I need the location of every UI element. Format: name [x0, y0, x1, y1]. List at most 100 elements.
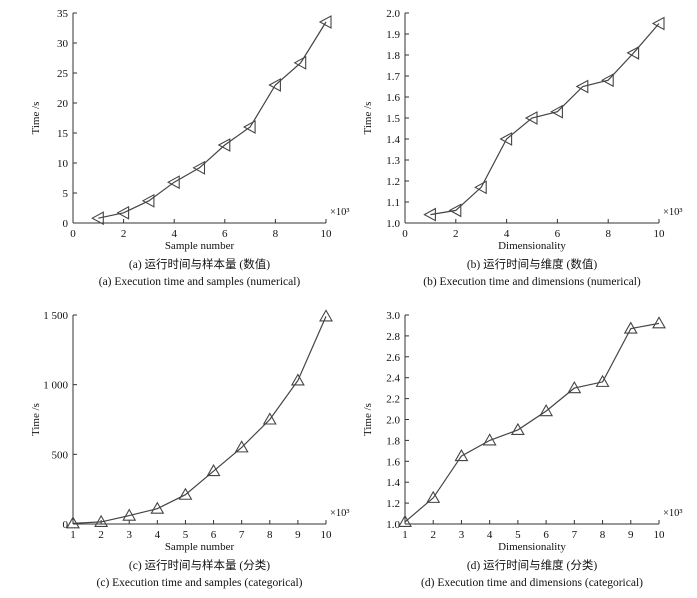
y-tick-label: 1.3	[386, 155, 400, 167]
y-tick-label: 1.8	[386, 50, 400, 62]
y-tick-label: 1.7	[386, 71, 400, 83]
y-tick-label: 2.6	[386, 352, 400, 364]
x-tick-label: 10	[321, 529, 333, 541]
data-point-marker	[268, 78, 281, 92]
y-tick-label: 5	[63, 188, 69, 200]
x-axis-label: Sample number	[165, 541, 235, 553]
x-tick-label: 2	[98, 529, 104, 541]
series-line	[404, 322, 660, 523]
caption-english: (d) Execution time and dimensions (categ…	[421, 577, 643, 589]
data-point-marker	[178, 487, 193, 500]
y-tick-label: 2.2	[386, 394, 400, 406]
x-tick-label: 2	[121, 228, 127, 240]
data-point-marker	[91, 211, 104, 226]
caption-chinese: (d) 运行时间与维度 (分类)	[467, 558, 597, 572]
x-tick-label: 4	[487, 529, 493, 541]
chart-panel-d: 1 2 3 4 5 6 7 8 9 10 1.0 1.2 1.4 1.6 1.8 2.0 2.2 2.4 2.6 2.…	[362, 310, 683, 589]
x-axis-label: Sample number	[165, 240, 235, 252]
data-point-marker	[262, 412, 277, 425]
data-point-marker	[122, 508, 137, 521]
data-point-marker	[242, 120, 256, 134]
data-point-marker	[575, 79, 589, 94]
y-tick-label: 1 500	[43, 310, 68, 322]
series-line	[430, 23, 660, 216]
data-point-marker	[141, 193, 155, 208]
x-multiplier-label: ×10³	[663, 508, 683, 519]
x-tick-label: 1	[70, 529, 76, 541]
x-tick-label: 8	[267, 529, 273, 541]
data-point-marker	[293, 55, 307, 70]
data-point-marker	[318, 15, 332, 29]
data-point-marker	[217, 138, 231, 152]
data-point-marker	[510, 422, 525, 436]
y-tick-label: 1.4	[386, 477, 400, 489]
series-line	[72, 316, 327, 524]
y-tick-label: 1.2	[386, 498, 400, 510]
series-line	[98, 21, 327, 219]
data-point-marker	[626, 45, 640, 60]
y-tick-label: 0	[63, 519, 69, 531]
x-tick-label: 4	[155, 529, 161, 541]
x-tick-label: 10	[654, 529, 666, 541]
data-point-marker	[167, 175, 180, 190]
x-tick-label: 4	[504, 228, 510, 240]
y-tick-label: 1 000	[43, 380, 68, 392]
caption-chinese: (a) 运行时间与样本量 (数值)	[129, 257, 270, 271]
x-tick-label: 7	[572, 529, 578, 541]
data-point-marker	[524, 111, 538, 125]
x-multiplier-label: ×10³	[330, 508, 350, 519]
y-tick-label: 25	[57, 68, 69, 80]
data-point-marker	[448, 203, 462, 218]
y-axis-label: Time /s	[362, 403, 374, 436]
x-tick-label: 6	[211, 529, 217, 541]
data-point-marker	[482, 433, 497, 446]
x-tick-label: 9	[628, 529, 634, 541]
caption-chinese: (b) 运行时间与维度 (数值)	[467, 257, 597, 271]
x-tick-label: 8	[605, 228, 611, 240]
y-tick-label: 500	[52, 449, 69, 461]
caption-chinese: (c) 运行时间与样本量 (分类)	[129, 558, 270, 572]
y-tick-label: 1.8	[386, 435, 400, 447]
caption-english: (b) Execution time and dimensions (numer…	[423, 276, 641, 288]
data-point-marker	[652, 316, 666, 329]
y-tick-label: 2.0	[386, 8, 400, 20]
data-point-marker	[192, 160, 206, 175]
y-tick-label: 1.0	[386, 519, 400, 531]
x-tick-label: 10	[321, 228, 333, 240]
y-tick-label: 1.9	[386, 29, 400, 41]
data-point-marker	[234, 440, 249, 453]
x-tick-label: 3	[459, 529, 465, 541]
data-point-marker	[426, 490, 441, 503]
chart-panel-c: 1 2 3 4 5 6 7 8 9 10 0 500 1 000 1 500 Sample number Ti…	[30, 309, 350, 589]
data-point-marker	[290, 373, 305, 386]
y-tick-label: 1.0	[386, 218, 400, 230]
x-tick-label: 3	[126, 529, 132, 541]
y-tick-label: 1.4	[386, 134, 400, 146]
data-point-marker	[567, 381, 582, 394]
data-point-marker	[116, 205, 130, 220]
y-tick-label: 15	[57, 128, 69, 140]
data-point-marker	[595, 374, 610, 387]
y-tick-label: 1.2	[386, 176, 400, 188]
y-tick-label: 10	[57, 158, 69, 170]
y-tick-label: 35	[57, 8, 69, 20]
y-tick-label: 2.0	[386, 415, 400, 427]
x-axis-label: Dimensionality	[498, 541, 566, 553]
data-point-marker	[454, 448, 469, 462]
chart-panel-b: 0 2 4 6 8 10 1.0 1.1 1.2 1.3 1.4 1.5 1.6 1.7 1.8 1.9 2.0…	[362, 8, 683, 288]
x-tick-label: 2	[430, 529, 436, 541]
data-point-marker	[601, 73, 614, 88]
x-tick-label: 0	[70, 228, 76, 240]
y-axis-label: Time /s	[30, 102, 42, 135]
y-tick-label: 1.6	[386, 92, 400, 104]
y-tick-label: 1.5	[386, 113, 400, 125]
x-tick-label: 5	[515, 529, 521, 541]
x-tick-label: 5	[183, 529, 189, 541]
y-tick-label: 20	[57, 98, 69, 110]
x-tick-label: 10	[654, 228, 666, 240]
y-tick-label: 2.8	[386, 331, 400, 343]
x-tick-label: 8	[273, 228, 279, 240]
x-tick-label: 0	[402, 228, 408, 240]
x-tick-label: 1	[402, 529, 408, 541]
